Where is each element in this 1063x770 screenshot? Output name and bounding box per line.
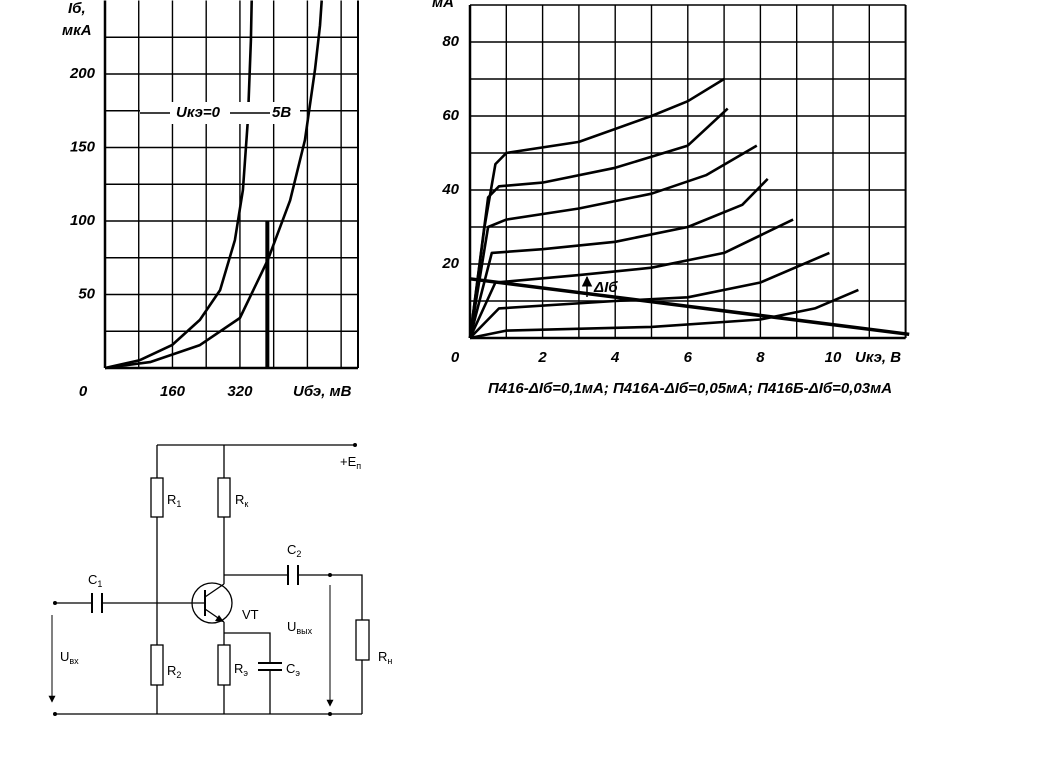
component-label: C1 [88, 572, 102, 589]
curve [468, 77, 725, 339]
label-subscript: н [387, 656, 392, 666]
component-label: VT [242, 607, 259, 622]
label-symbol: C [286, 661, 295, 676]
label-subscript: э [295, 668, 300, 678]
y-tick-label: 100 [70, 212, 96, 229]
label-symbol: U [287, 619, 296, 634]
series-label: Uкэ=0 [176, 104, 221, 121]
label-symbol: R [235, 492, 244, 507]
y-tick-label: 20 [441, 255, 459, 272]
label-subscript: 1 [97, 579, 102, 589]
label-symbol: R [167, 663, 176, 678]
component-label: R1 [167, 492, 181, 509]
curve [468, 144, 758, 339]
curve [469, 251, 830, 339]
y-tick-label: 150 [70, 138, 96, 155]
x-tick-label: 320 [227, 383, 253, 400]
x-tick-label: 10 [825, 349, 842, 366]
component-label: +Eп [340, 454, 361, 471]
label-subscript: к [244, 499, 248, 509]
label-symbol: VT [242, 607, 259, 622]
terminal [328, 712, 332, 716]
curve [468, 218, 794, 339]
component-label: R2 [167, 663, 181, 680]
series-label: 5В [272, 104, 291, 121]
transistor [191, 582, 233, 624]
label-subscript: э [243, 668, 248, 678]
y-axis-label: Iб, [68, 0, 86, 17]
curve [469, 277, 910, 337]
component-label: Rк [235, 492, 248, 509]
label-subscript: п [356, 461, 361, 471]
label-symbol: R [234, 661, 243, 676]
x-axis-label: Uбэ, мВ [293, 383, 352, 400]
emitter-arrow [215, 615, 224, 622]
component-label: Rн [378, 649, 392, 666]
curve [104, 0, 323, 370]
curve [468, 177, 769, 339]
resistor [217, 477, 231, 518]
label-symbol: R [167, 492, 176, 507]
component-label: Rэ [234, 661, 248, 678]
y-axis-unit: мА [432, 0, 454, 11]
x-tick-label: 160 [160, 383, 186, 400]
y-tick-label: 60 [442, 107, 459, 124]
component-label: C2 [287, 542, 301, 559]
label-subscript: вых [296, 626, 312, 636]
label-subscript: 1 [176, 499, 181, 509]
x-tick-label: 0 [79, 383, 88, 400]
curve [468, 107, 729, 339]
label-symbol: R [378, 649, 387, 664]
resistor [150, 477, 164, 518]
label-subscript: 2 [176, 670, 181, 680]
x-tick-label: 8 [756, 349, 765, 366]
label-symbol: C [88, 572, 97, 587]
wire [224, 632, 271, 663]
x-axis-label: Uкэ, В [855, 349, 901, 366]
x-tick-label: 6 [684, 349, 693, 366]
resistor [355, 619, 370, 661]
annotation: ΔIб [593, 279, 618, 296]
terminal [53, 712, 57, 716]
component-label: Uвых [287, 619, 313, 636]
y-axis-unit: мкА [62, 22, 92, 39]
resistor [217, 644, 231, 686]
transistor-collector [204, 583, 225, 598]
chart: 20 40 60 80 0 2 4 6 8 10 мА Uкэ, В П416-ΔIб=0,1мА; П… [432, 0, 910, 397]
y-tick-label: 80 [442, 33, 459, 50]
label-symbol: +E [340, 454, 357, 469]
wire [298, 574, 363, 620]
component-label: Uвх [60, 649, 79, 666]
terminal [353, 443, 357, 447]
component-label: Cэ [286, 661, 300, 678]
caption: П416-ΔIб=0,1мА; П416А-ΔIб=0,05мА; П416Б-… [488, 380, 892, 397]
resistor [150, 644, 164, 686]
curve [104, 0, 253, 370]
label-bg [140, 102, 300, 124]
label-subscript: вх [69, 656, 79, 666]
y-tick-label: 200 [69, 65, 96, 82]
label-subscript: 2 [296, 549, 301, 559]
y-tick-label: 50 [78, 285, 95, 302]
x-tick-label: 0 [451, 349, 460, 366]
label-symbol: U [60, 649, 69, 664]
chart: 50 100 150 200 0 160 320 Iб, мкА Uбэ, мВ Uкэ=0 5В [62, 0, 359, 400]
label-symbol: C [287, 542, 296, 557]
x-tick-label: 2 [537, 349, 547, 366]
y-tick-label: 40 [441, 181, 459, 198]
x-tick-label: 4 [610, 349, 620, 366]
curve [469, 288, 859, 340]
